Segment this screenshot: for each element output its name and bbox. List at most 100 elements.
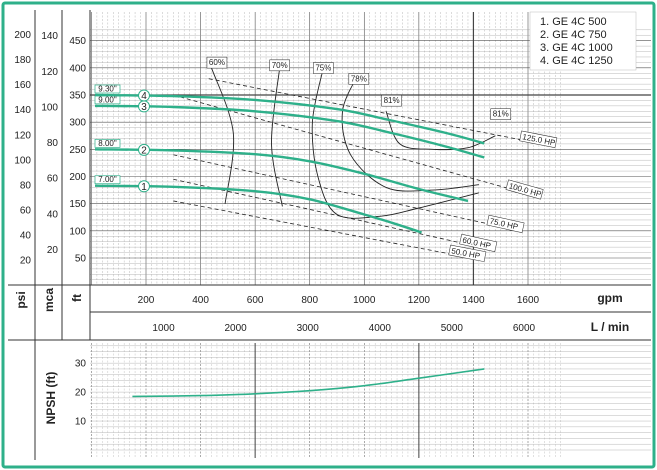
curve-number-circle (138, 89, 150, 102)
mca-tick: 60 (47, 174, 59, 185)
power-line (208, 78, 529, 142)
efficiency-line (271, 67, 283, 207)
curve-number: 4 (141, 91, 147, 102)
lmin-tick: 6000 (513, 323, 536, 334)
efficiency-label: 81% (493, 110, 509, 119)
power-line (173, 200, 458, 256)
psi-axis-label: psi (14, 291, 28, 308)
mca-tick-labels: 140 120 100 80 60 40 20 (41, 31, 58, 256)
efficiency-label-box (206, 56, 228, 69)
ft-tick: 200 (69, 172, 86, 183)
ft-axis-label: ft (70, 294, 84, 302)
mca-tick: 80 (47, 138, 59, 149)
ft-tick: 350 (69, 91, 86, 102)
efficiency-line (311, 67, 480, 219)
power-line (173, 154, 496, 226)
psi-tick-labels: 200 180 160 140 120 100 80 60 40 20 (14, 30, 31, 267)
lmin-tick-labels: 1000 2000 3000 4000 5000 6000 (152, 323, 535, 334)
ft-tick: 300 (69, 118, 86, 129)
efficiency-label-box (269, 59, 290, 72)
efficiency-line (211, 67, 235, 204)
mca-tick: 40 (47, 209, 59, 220)
ft-tick: 250 (69, 145, 86, 156)
power-line (173, 94, 515, 191)
gpm-axis-label: gpm (597, 291, 622, 305)
legend-item-1: 1. GE 4C 500 (540, 16, 607, 28)
efficiency-line (385, 111, 496, 151)
ft-tick: 50 (75, 254, 87, 265)
diameter-label: 7.00" (98, 175, 117, 184)
diameter-label: 9.30" (98, 85, 117, 94)
npsh-background (90, 343, 651, 458)
npsh-axis-label: NPSH (ft) (44, 372, 58, 425)
gpm-tick-labels: 200 400 600 800 1000 1200 1400 1600 (138, 295, 540, 306)
power-label-box (486, 214, 525, 233)
lmin-axis-label: L / min (591, 320, 629, 334)
curve-number: 2 (141, 145, 147, 156)
ft-tick-labels: 450 400 350 300 250 200 150 100 50 (69, 36, 86, 264)
power-label-box (448, 244, 487, 262)
gpm-tick: 1000 (353, 295, 376, 306)
gpm-tick: 200 (138, 295, 155, 306)
efficiency-label: 60% (209, 58, 225, 67)
legend-box (529, 11, 637, 71)
power-label-box (519, 130, 558, 148)
ft-tick: 450 (69, 36, 86, 47)
curve-number-circle (138, 143, 150, 156)
psi-tick: 200 (14, 30, 31, 41)
mca-tick: 120 (41, 67, 58, 78)
npsh-tick: 30 (75, 359, 87, 370)
efficiency-lines: 60% 70% 75% 78% 81% 81% (206, 56, 511, 219)
head-curves: 7.00" 1 8.00" 2 9.00" 3 9.30" 4 (94, 84, 485, 234)
efficiency-label: 70% (272, 61, 288, 70)
mca-tick: 140 (41, 31, 58, 42)
mca-tick: 100 (41, 102, 58, 113)
head-curve (94, 148, 469, 203)
gpm-tick: 1600 (517, 295, 540, 306)
diameter-label-box (94, 175, 121, 185)
psi-tick: 180 (14, 55, 31, 66)
psi-tick: 80 (20, 180, 32, 191)
psi-tick: 40 (20, 231, 32, 242)
efficiency-label-box (313, 62, 334, 74)
head-curve (94, 184, 422, 234)
curve-number-circle (138, 180, 150, 193)
gpm-tick: 1200 (408, 295, 431, 306)
mca-axis-label: mca (42, 288, 56, 312)
efficiency-label-box (381, 94, 402, 107)
npsh-curve-layer (132, 368, 485, 398)
legend: 1. GE 4C 500 2. GE 4C 750 3. GE 4C 1000 … (529, 11, 637, 71)
diameter-label: 8.00" (98, 139, 117, 148)
diameter-label-box (94, 138, 121, 148)
psi-tick: 100 (14, 155, 31, 166)
psi-tick: 160 (14, 80, 31, 91)
power-label-box (459, 233, 498, 253)
efficiency-label: 75% (315, 64, 331, 73)
legend-item-3: 3. GE 4C 1000 (540, 42, 613, 54)
lmin-tick: 3000 (297, 323, 320, 334)
psi-tick: 120 (14, 130, 31, 141)
head-curve (94, 104, 485, 159)
efficiency-label: 78% (351, 74, 367, 83)
efficiency-label-box (490, 108, 511, 120)
ft-tick: 150 (69, 199, 86, 210)
diameter-label: 9.00" (98, 95, 117, 104)
gpm-tick: 600 (247, 295, 264, 306)
curve-number: 3 (141, 102, 147, 113)
lmin-tick: 4000 (369, 323, 392, 334)
lmin-tick: 1000 (152, 323, 175, 334)
psi-tick: 20 (20, 256, 32, 267)
diameter-label-box (94, 84, 121, 94)
head-curve (94, 93, 485, 145)
gpm-tick: 400 (192, 295, 209, 306)
psi-tick: 140 (14, 105, 31, 116)
efficiency-label: 81% (384, 96, 400, 105)
efficiency-label-box (348, 73, 370, 85)
legend-item-2: 2. GE 4C 750 (540, 29, 607, 41)
lmin-tick: 5000 (441, 323, 464, 334)
power-label-box (505, 179, 544, 200)
gpm-tick: 800 (301, 295, 318, 306)
npsh-tick: 20 (75, 388, 87, 399)
npsh-tick: 10 (75, 417, 87, 428)
